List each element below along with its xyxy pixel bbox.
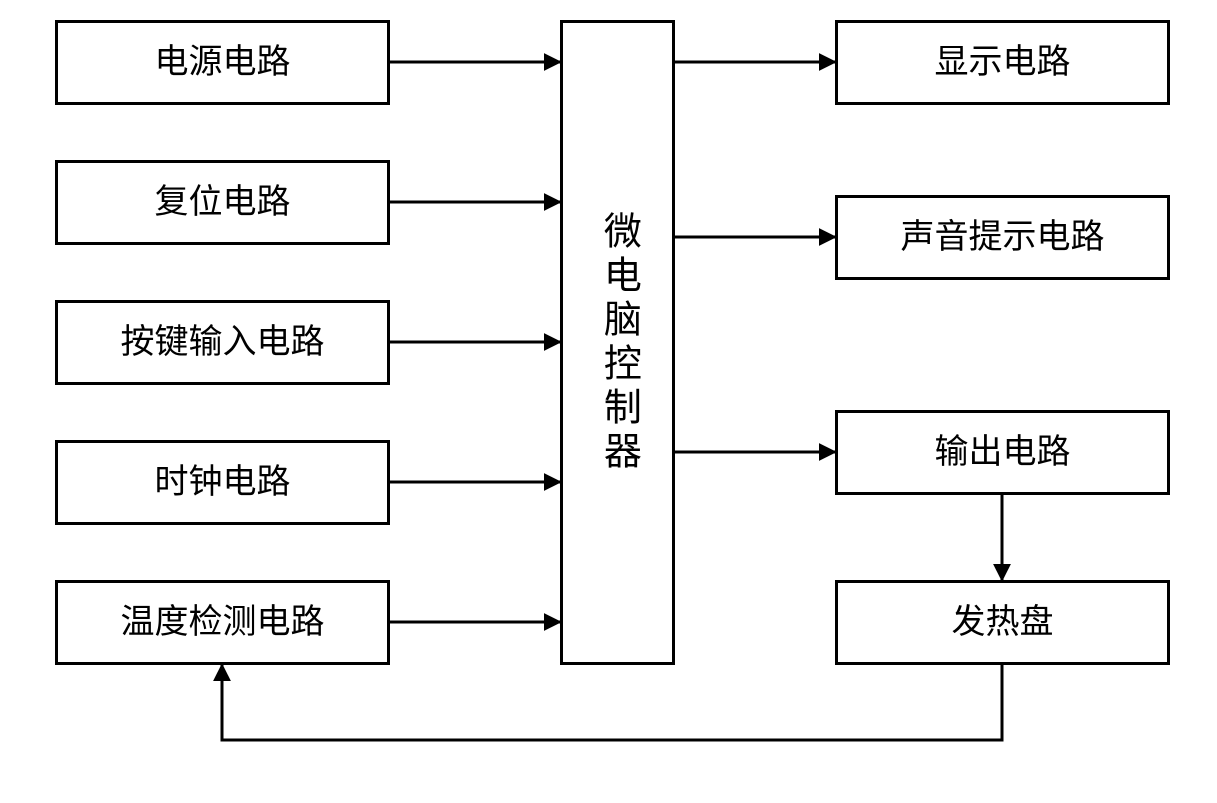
node-label: 输出电路 (935, 434, 1071, 471)
node-label: 时钟电路 (155, 464, 291, 501)
node-label: 按键输入电路 (121, 324, 325, 361)
node-output-circuit: 输出电路 (835, 410, 1170, 495)
node-sound-prompt-circuit: 声音提示电路 (835, 195, 1170, 280)
node-key-input-circuit: 按键输入电路 (55, 300, 390, 385)
node-label: 显示电路 (935, 44, 1071, 81)
node-microcomputer-controller: 微电脑控制器 (560, 20, 675, 665)
node-heating-plate: 发热盘 (835, 580, 1170, 665)
node-temperature-detect-circuit: 温度检测电路 (55, 580, 390, 665)
node-clock-circuit: 时钟电路 (55, 440, 390, 525)
node-reset-circuit: 复位电路 (55, 160, 390, 245)
node-display-circuit: 显示电路 (835, 20, 1170, 105)
node-label: 微电脑控制器 (597, 211, 639, 475)
node-label: 复位电路 (155, 184, 291, 221)
node-label: 电源电路 (155, 44, 291, 81)
diagram-canvas: 电源电路 复位电路 按键输入电路 时钟电路 温度检测电路 微电脑控制器 显示电路… (0, 0, 1217, 803)
node-label: 声音提示电路 (901, 219, 1105, 256)
node-label: 温度检测电路 (121, 604, 325, 641)
node-label: 发热盘 (952, 604, 1054, 641)
edge-right4-to-left5 (222, 665, 1002, 740)
node-power-circuit: 电源电路 (55, 20, 390, 105)
